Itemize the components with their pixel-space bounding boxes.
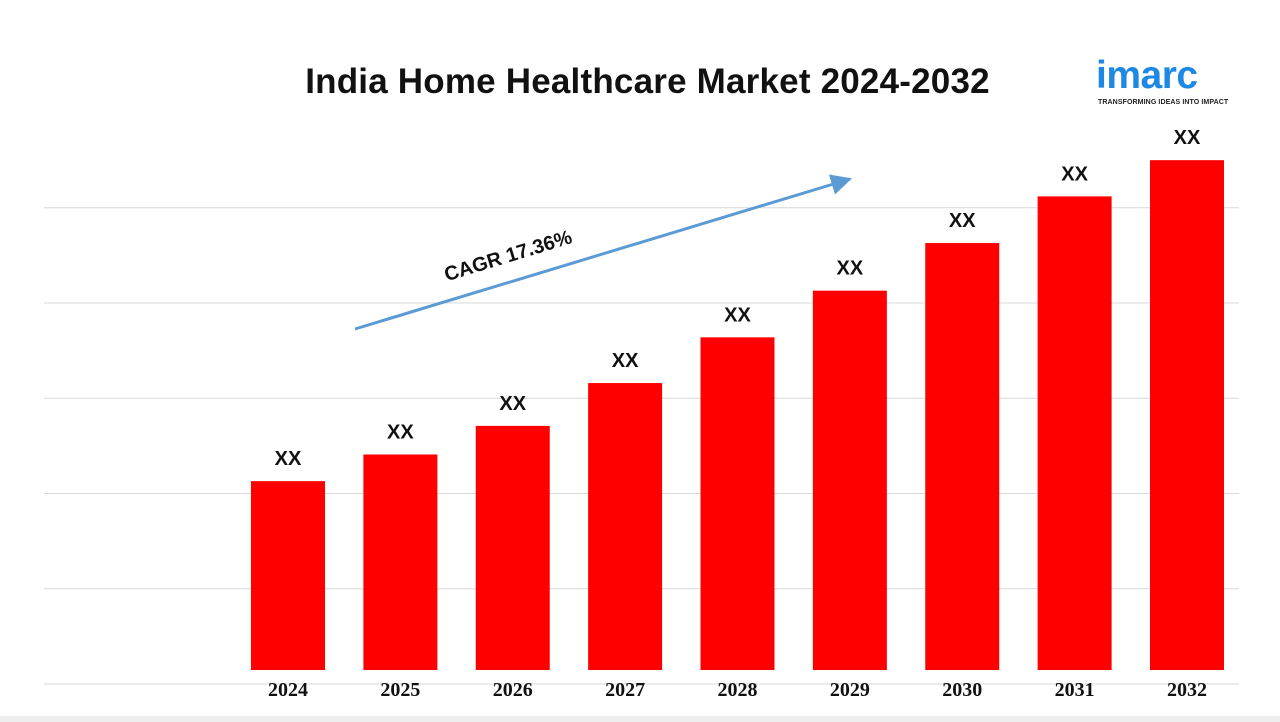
data-label-2031: XX [1061, 163, 1088, 185]
data-label-2032: XX [1174, 127, 1201, 149]
cagr-annotation: CAGR 17.36% [354, 174, 853, 331]
data-label-2024: XX [275, 448, 302, 470]
bottom-rule [0, 716, 1280, 722]
x-axis-ticks: 2024 2025 2026 2027 2028 2029 2030 2031 2032 [268, 679, 1207, 701]
logo-wordmark: imarc [1096, 54, 1198, 97]
x-tick-2031: 2031 [1055, 679, 1095, 701]
bar-2030 [925, 243, 1000, 671]
imarc-logo: imarc TRANSFORMING IDEAS INTO IMPACT [1096, 52, 1236, 112]
bar-2029 [812, 290, 887, 670]
logo-tagline: TRANSFORMING IDEAS INTO IMPACT [1098, 99, 1229, 106]
x-tick-2027: 2027 [605, 679, 645, 701]
bar-2028 [700, 337, 775, 670]
cagr-arrow [354, 174, 853, 331]
x-tick-2026: 2026 [493, 679, 533, 701]
bar-2027 [588, 383, 663, 670]
bar-2032 [1150, 160, 1224, 670]
chart-title: India Home Healthcare Market 2024-2032 [305, 62, 990, 101]
x-tick-2029: 2029 [830, 679, 870, 701]
data-label-2030: XX [949, 210, 976, 232]
x-tick-2024: 2024 [268, 679, 308, 701]
x-tick-2032: 2032 [1167, 679, 1207, 701]
cagr-label: CAGR 17.36% [442, 226, 575, 286]
data-label-2026: XX [499, 393, 526, 415]
bars [251, 160, 1224, 671]
data-label-2027: XX [612, 350, 639, 372]
data-label-2028: XX [724, 304, 751, 326]
bar-2026 [475, 425, 550, 670]
x-tick-2025: 2025 [380, 679, 420, 701]
data-label-2025: XX [387, 421, 414, 443]
bar-2031 [1037, 196, 1112, 670]
bar-2024 [251, 481, 325, 670]
data-labels: XX XX XX XX XX XX XX XX XX [275, 127, 1201, 470]
x-tick-2030: 2030 [942, 679, 982, 701]
x-tick-2028: 2028 [718, 679, 758, 701]
bar-2025 [363, 454, 438, 670]
data-label-2029: XX [837, 258, 864, 280]
